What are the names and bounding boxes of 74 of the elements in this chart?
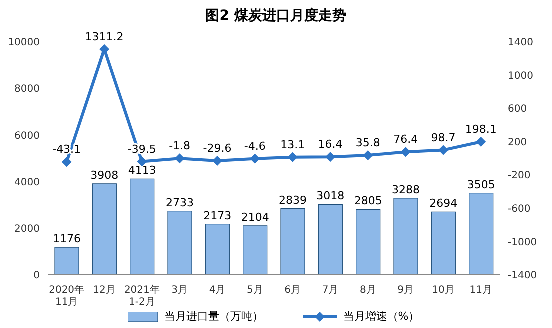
data-label: 3908: [90, 168, 119, 182]
bar: [54, 247, 80, 275]
data-label: 2694: [430, 197, 458, 210]
data-label: 2839: [279, 194, 307, 207]
data-label: -29.6: [203, 142, 232, 155]
y-tick-label: 0: [34, 270, 40, 282]
bar: [469, 193, 494, 275]
y2-tick-label: 1000: [508, 70, 534, 82]
y2-tick-label: -1000: [508, 237, 538, 248]
data-label: 13.1: [280, 138, 306, 152]
point: [100, 44, 110, 54]
data-label: 1311.2: [85, 30, 124, 44]
data-label: 3288: [392, 183, 420, 196]
point: [212, 156, 222, 166]
point: [326, 152, 336, 162]
point: [400, 147, 411, 158]
bar: [431, 212, 456, 275]
x-tick-label: 4月: [209, 285, 226, 296]
x-tick-label: 10月: [432, 285, 455, 296]
point: [288, 152, 298, 162]
data-label: 1176: [53, 232, 81, 246]
bar: [318, 204, 343, 275]
bar: [243, 226, 268, 275]
y2-tick-label: -1400: [508, 270, 538, 282]
y2-tick-label: -200: [508, 170, 531, 182]
x-tick-label: 11月: [470, 285, 493, 296]
bar: [92, 184, 117, 275]
x-tick-label: 2020年 11月: [49, 284, 85, 308]
legend-label: 当月进口量（万吨）: [163, 309, 264, 324]
data-label: 2173: [204, 209, 232, 222]
x-tick-label: 9月: [398, 285, 414, 296]
point: [363, 150, 374, 161]
y-tick-label: 10000: [8, 38, 40, 49]
data-label: 2805: [354, 194, 382, 208]
x-tick-label: 8月: [360, 285, 376, 296]
data-label: 35.8: [356, 136, 380, 150]
point: [250, 154, 260, 164]
data-label: 4113: [128, 164, 156, 178]
point: [438, 145, 448, 156]
bar: [205, 224, 230, 275]
point: [174, 154, 185, 164]
data-label: -1.8: [169, 140, 191, 153]
y2-tick-label: 1400: [508, 38, 534, 49]
x-tick-label: 6月: [284, 285, 302, 296]
data-label: 16.4: [318, 138, 343, 152]
y-tick-label: 4000: [14, 177, 40, 188]
x-tick-label: 7月: [322, 285, 339, 296]
legend-label: 当月增速（%）: [342, 309, 420, 324]
y-tick-label: 8000: [14, 84, 40, 96]
y-tick-label: 2000: [14, 224, 40, 235]
y2-tick-label: -600: [508, 204, 531, 215]
bar: [130, 178, 155, 275]
x-tick-label: 3月: [172, 285, 188, 296]
bar: [356, 209, 381, 275]
data-label: 3505: [467, 178, 496, 192]
data-label: -4.6: [244, 140, 266, 153]
x-tick-label: 5月: [246, 285, 264, 296]
bar: [394, 198, 418, 275]
x-tick-label: 2021年 1-2月: [124, 284, 160, 308]
y2-tick-label: 200: [508, 137, 528, 148]
data-label: 98.7: [431, 131, 456, 144]
data-label: 76.4: [394, 133, 418, 146]
y2-tick-label: 600: [508, 104, 528, 116]
point: [476, 137, 486, 148]
data-label: 198.1: [465, 123, 497, 136]
data-label: 3018: [316, 190, 345, 203]
y-tick-label: 6000: [14, 130, 40, 142]
bar: [168, 211, 192, 275]
data-label: 2733: [166, 196, 194, 210]
x-tick-label: 12月: [93, 285, 116, 296]
point: [62, 157, 72, 168]
bar: [280, 208, 306, 275]
chart-title: 图2 煤炭进口月度走势: [204, 6, 348, 26]
data-label: 2104: [241, 210, 270, 224]
